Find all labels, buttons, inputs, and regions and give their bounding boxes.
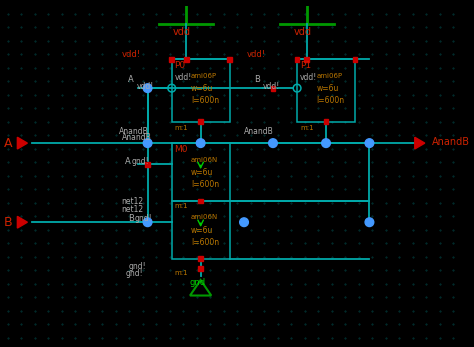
Bar — [297, 59, 355, 122]
Text: vdd!: vdd! — [174, 73, 192, 82]
Text: vdd: vdd — [173, 27, 191, 37]
Bar — [145, 86, 150, 91]
Circle shape — [365, 218, 374, 227]
Text: w=6u: w=6u — [316, 84, 339, 93]
Text: w=6u: w=6u — [191, 168, 213, 177]
Text: m:1: m:1 — [174, 125, 188, 131]
Bar — [198, 198, 203, 203]
Text: ami06N: ami06N — [191, 214, 218, 220]
Text: l=600n: l=600n — [316, 96, 345, 105]
Bar — [172, 201, 229, 259]
Text: gnd!: gnd! — [126, 269, 143, 278]
Circle shape — [322, 139, 330, 147]
Text: m:1: m:1 — [174, 203, 188, 209]
Text: net12: net12 — [121, 205, 144, 214]
Bar — [169, 57, 174, 62]
Bar — [198, 266, 203, 271]
Text: gnd: gnd — [189, 278, 205, 287]
Text: w=6u: w=6u — [191, 84, 213, 93]
Text: ami06P: ami06P — [316, 73, 343, 79]
Polygon shape — [18, 216, 27, 228]
Bar — [184, 57, 189, 62]
Text: vdd!: vdd! — [121, 50, 140, 59]
Text: ami06P: ami06P — [191, 73, 217, 79]
Text: A: A — [126, 156, 131, 166]
Circle shape — [143, 218, 152, 227]
Circle shape — [365, 139, 374, 147]
Bar — [198, 119, 203, 124]
Text: B: B — [254, 75, 260, 84]
Text: gnd!: gnd! — [131, 156, 149, 166]
Bar — [271, 86, 275, 91]
Circle shape — [196, 139, 205, 147]
Circle shape — [269, 139, 277, 147]
Text: vdd: vdd — [293, 27, 311, 37]
Bar — [172, 143, 229, 201]
Text: l=600n: l=600n — [191, 238, 219, 247]
Text: P1: P1 — [300, 61, 311, 70]
Text: l=600n: l=600n — [191, 180, 219, 189]
Text: w=6u: w=6u — [191, 226, 213, 235]
Bar — [227, 57, 232, 62]
Text: vdd!: vdd! — [263, 82, 280, 91]
Text: B: B — [4, 217, 12, 229]
Text: AnandB: AnandB — [121, 134, 151, 143]
Text: ami06N: ami06N — [191, 156, 218, 163]
Text: gnd!: gnd! — [135, 214, 153, 223]
Text: l=600n: l=600n — [191, 96, 219, 105]
Text: A: A — [128, 75, 134, 84]
Text: AnandB: AnandB — [244, 127, 274, 136]
Text: vdd!: vdd! — [247, 50, 266, 59]
Bar — [324, 119, 328, 124]
Text: AnandB: AnandB — [118, 127, 148, 136]
Bar — [304, 57, 309, 62]
Text: gnd!: gnd! — [128, 262, 146, 271]
Text: M0: M0 — [174, 145, 188, 154]
Bar — [145, 162, 150, 167]
Bar — [145, 220, 150, 225]
Bar — [198, 256, 203, 261]
Text: B: B — [128, 214, 134, 223]
Text: AnandB: AnandB — [432, 137, 470, 147]
Bar — [172, 59, 229, 122]
Text: A: A — [4, 137, 12, 150]
Bar — [295, 57, 300, 62]
Text: vdd!: vdd! — [137, 82, 154, 91]
Text: m:1: m:1 — [174, 270, 188, 277]
Polygon shape — [18, 137, 27, 149]
Polygon shape — [415, 137, 425, 149]
Bar — [353, 57, 357, 62]
Text: P0: P0 — [174, 61, 186, 70]
Circle shape — [143, 84, 152, 93]
Text: vdd!: vdd! — [300, 73, 317, 82]
Text: net12: net12 — [121, 197, 144, 206]
Circle shape — [240, 218, 248, 227]
Circle shape — [143, 139, 152, 147]
Text: m:1: m:1 — [300, 125, 314, 131]
